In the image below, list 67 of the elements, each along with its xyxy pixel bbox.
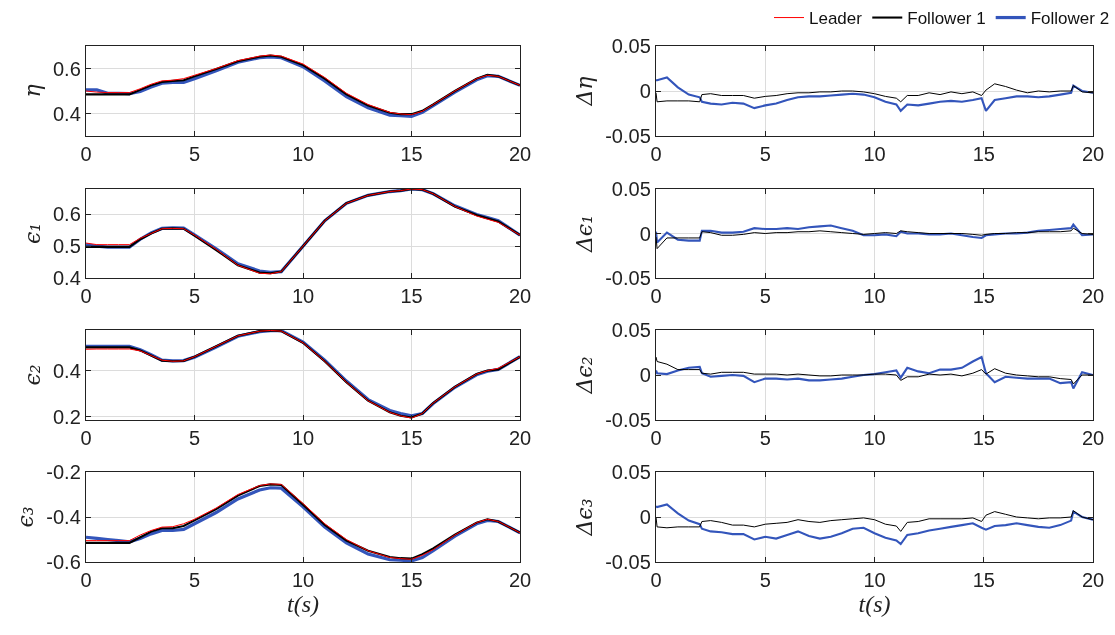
- y-tick-label: 0.05: [611, 319, 651, 341]
- x-tick-label: 5: [188, 285, 201, 308]
- x-tick-label: 20: [508, 143, 532, 166]
- x-tick-label: 20: [508, 285, 532, 308]
- x-tick-label: 5: [759, 143, 771, 166]
- y-tick-label: 0: [639, 80, 651, 102]
- x-tick-label: 20: [508, 569, 532, 592]
- x-tick-label: 15: [972, 143, 995, 166]
- x-tick-label: 5: [188, 143, 201, 166]
- x-tick-label: 15: [400, 569, 423, 592]
- y-axis-title: ϵ₂: [19, 364, 45, 386]
- y-tick-label: -0.05: [605, 409, 651, 431]
- y-tick-label: 0: [639, 222, 651, 245]
- y-tick-label: 0.05: [611, 178, 651, 200]
- y-tick-label: 0.4: [52, 267, 81, 289]
- x-tick-label: 10: [863, 285, 886, 308]
- x-tick-label: 15: [400, 285, 423, 308]
- y-tick-label: 0.4: [52, 102, 81, 125]
- y-tick-label: -0.6: [46, 551, 81, 573]
- x-tick-label: 10: [863, 569, 886, 592]
- y-tick-label: 0: [639, 506, 651, 528]
- y-tick-label: 0.05: [611, 461, 651, 483]
- x-tick-label: 15: [400, 143, 423, 166]
- y-tick-label: 0.6: [52, 203, 81, 226]
- y-tick-label: 0.2: [52, 405, 81, 428]
- y-tick-label: 0.05: [611, 35, 651, 57]
- legend-label: Follower 1: [907, 9, 986, 29]
- x-axis-title: t(s): [858, 591, 891, 618]
- x-tick-label: 10: [863, 427, 886, 450]
- x-tick-label: 15: [972, 427, 995, 450]
- y-tick-label: -0.4: [46, 506, 81, 528]
- x-tick-label: 20: [1081, 143, 1105, 166]
- x-tick-label: 15: [400, 427, 423, 450]
- y-tick-label: 0.4: [52, 359, 81, 382]
- y-tick-label: 0.5: [52, 235, 81, 258]
- x-axis-title: t(s): [287, 591, 319, 618]
- x-tick-label: 5: [188, 427, 201, 450]
- x-tick-label: 20: [1081, 427, 1105, 450]
- x-tick-label: 10: [863, 143, 886, 166]
- y-axis-title: Δη: [572, 76, 598, 107]
- x-tick-label: 5: [759, 285, 771, 308]
- x-tick-label: 10: [291, 285, 315, 308]
- x-tick-label: 20: [1081, 285, 1105, 308]
- y-tick-label: 0.6: [52, 57, 81, 80]
- x-tick-label: 5: [759, 427, 771, 450]
- x-tick-label: 10: [291, 143, 315, 166]
- y-tick-label: -0.05: [605, 551, 651, 573]
- y-axis-title: Δϵ₁: [572, 214, 598, 254]
- x-tick-label: 5: [188, 569, 201, 592]
- y-axis-title: ϵ₁: [19, 222, 45, 245]
- y-axis-title: ϵ₃: [13, 506, 39, 528]
- legend-label: Follower 2: [1030, 9, 1110, 29]
- y-axis-title: Δϵ₃: [572, 498, 598, 537]
- y-axis-title: η: [19, 84, 45, 98]
- x-tick-label: 20: [1081, 569, 1105, 592]
- y-tick-label: -0.2: [46, 461, 81, 483]
- y-axis-title: Δϵ₂: [572, 356, 598, 395]
- y-tick-label: -0.05: [605, 267, 651, 289]
- x-tick-label: 5: [759, 569, 771, 592]
- y-tick-label: 0: [639, 364, 651, 386]
- y-tick-label: -0.05: [605, 125, 651, 147]
- x-tick-label: 15: [972, 285, 995, 308]
- x-tick-label: 20: [508, 427, 532, 450]
- x-tick-label: 10: [291, 569, 315, 592]
- x-tick-label: 15: [972, 569, 995, 592]
- legend-label: Leader: [809, 9, 863, 29]
- x-tick-label: 10: [291, 427, 315, 450]
